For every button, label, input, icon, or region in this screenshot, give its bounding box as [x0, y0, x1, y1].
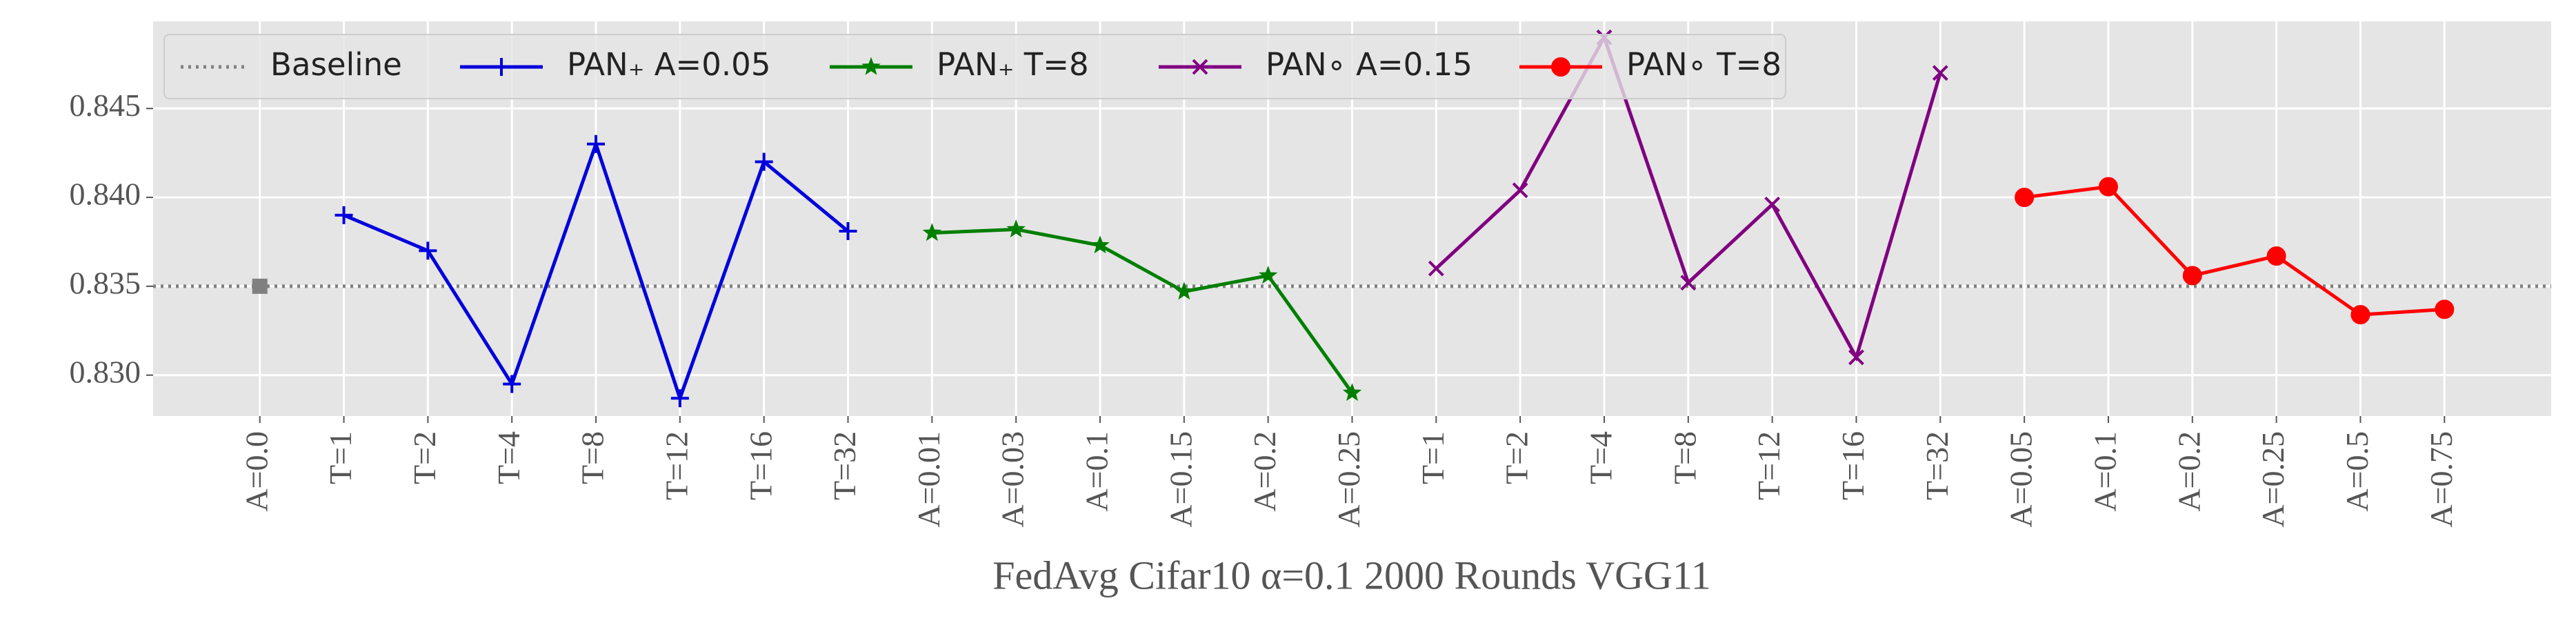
marker	[1428, 260, 1444, 277]
marker	[335, 206, 353, 224]
series-line	[932, 227, 1354, 394]
marker	[1192, 59, 1208, 75]
marker	[1848, 349, 1864, 366]
marker	[2015, 188, 2035, 208]
legend-label: PAN∘ T=8	[1626, 46, 1781, 83]
x-tick-label: A=0.1	[1079, 431, 1115, 512]
marker	[2350, 305, 2370, 325]
x-tick-label: T=8	[1667, 431, 1702, 484]
x-tick-label: T=32	[1919, 431, 1955, 500]
x-tick-label: T=2	[407, 431, 442, 484]
marker	[1932, 65, 1948, 81]
marker	[670, 389, 689, 408]
x-tick-label: T=16	[1835, 431, 1870, 500]
marker	[922, 223, 942, 241]
x-tick-label: A=0.1	[2088, 431, 2123, 512]
marker	[1175, 281, 1194, 300]
marker	[1006, 219, 1026, 238]
marker	[2182, 266, 2202, 286]
x-tick-label: A=0.15	[1163, 431, 1198, 528]
marker	[2435, 299, 2455, 319]
y-tick-label: 0.845	[70, 88, 141, 123]
marker	[503, 375, 521, 393]
x-tick-label: A=0.01	[911, 431, 946, 528]
marker	[839, 222, 857, 241]
marker	[1764, 196, 1781, 212]
x-tick-label: A=0.2	[1247, 431, 1282, 512]
marker	[1090, 235, 1110, 254]
series-line	[2024, 184, 2445, 317]
marker	[861, 57, 881, 75]
x-tick-label: T=12	[1751, 431, 1786, 500]
x-tick-label: T=4	[491, 431, 526, 484]
marker	[587, 135, 606, 153]
x-tick-label: A=0.03	[995, 431, 1030, 528]
marker	[755, 152, 773, 171]
marker	[1258, 266, 1278, 284]
x-tick-label: A=0.2	[2171, 431, 2206, 512]
x-tick-label: A=0.05	[2004, 431, 2039, 528]
marker	[492, 58, 510, 76]
marker	[419, 241, 437, 260]
x-tick-label: T=2	[1499, 431, 1535, 484]
legend-label: PAN∘ A=0.15	[1266, 46, 1472, 83]
x-tick-label: T=1	[323, 431, 358, 484]
legend-label: Baseline	[270, 46, 402, 83]
legend-label: PAN₊ A=0.05	[567, 46, 770, 83]
x-tick-label: T=8	[575, 431, 610, 484]
legend: Baseline PAN₊ A=0.05 PAN₊ T=8 PAN∘ A=0.15 PA…	[163, 34, 1786, 99]
x-axis-label: FedAvg Cifar10 α=0.1 2000 Rounds VGG11	[992, 553, 1711, 597]
x-tick-label: A=0.0	[239, 431, 274, 512]
marker	[1551, 57, 1570, 77]
x-tick-label: A=0.25	[2255, 431, 2290, 528]
y-tick-label: 0.835	[70, 265, 141, 300]
marker	[1680, 275, 1697, 291]
x-tick-label: T=4	[1584, 431, 1619, 484]
x-tick-label: A=0.75	[2424, 431, 2459, 528]
marker	[1512, 182, 1528, 199]
y-tick-label: 0.830	[70, 354, 141, 389]
x-tick-label: T=16	[743, 431, 778, 500]
x-tick-label: T=12	[659, 431, 694, 500]
y-tick-label: 0.840	[70, 177, 141, 212]
legend-box	[163, 34, 1786, 99]
legend-label: PAN₊ T=8	[937, 46, 1089, 83]
marker	[2266, 246, 2286, 266]
x-tick-label: A=0.25	[1331, 431, 1366, 528]
x-tick-label: A=0.5	[2339, 431, 2375, 512]
marker	[2098, 177, 2118, 197]
marker	[1342, 383, 1362, 402]
x-tick-label: T=1	[1415, 431, 1450, 484]
marker	[252, 278, 268, 294]
x-tick-label: T=32	[827, 431, 862, 500]
